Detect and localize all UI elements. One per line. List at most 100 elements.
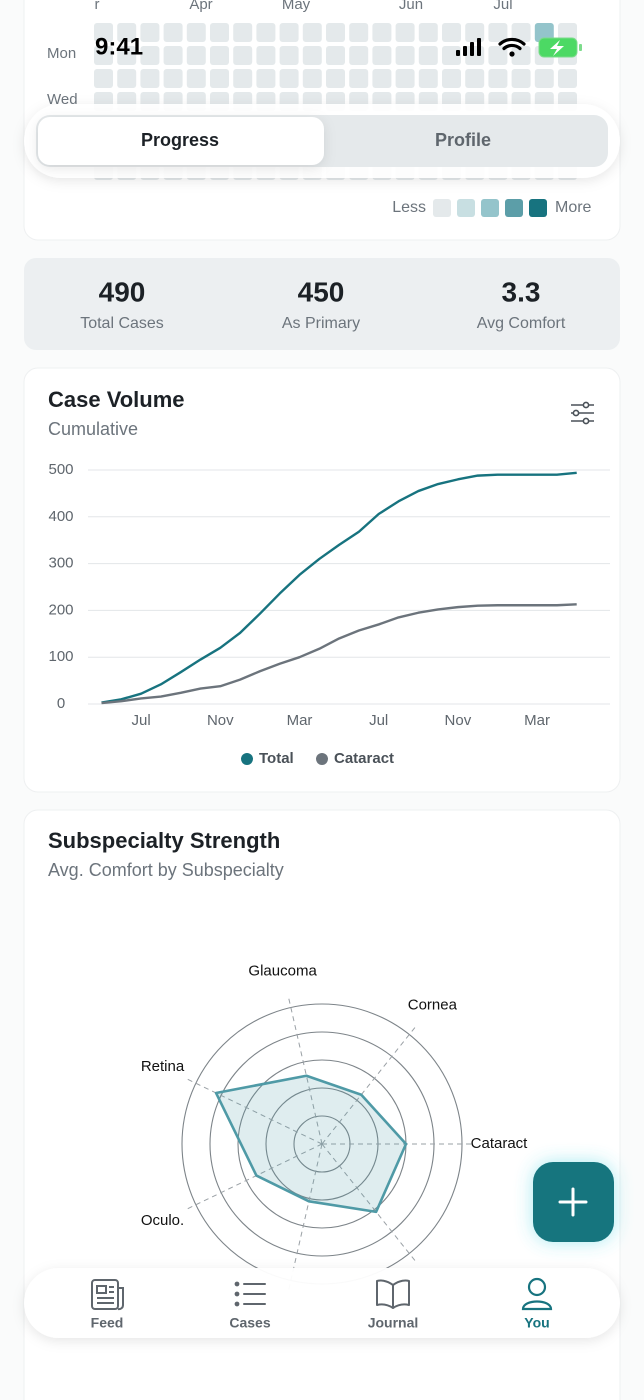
stat-label: Avg Comfort (477, 315, 566, 332)
stat-value: 490 (99, 276, 146, 307)
month-label: r (95, 0, 100, 13)
heatmap-cell (140, 23, 160, 42)
y-tick-label: 400 (48, 508, 73, 525)
heatmap-cell (488, 23, 508, 42)
legend-swatch (433, 199, 451, 217)
x-tick-label: Nov (445, 712, 472, 729)
month-label: Jun (399, 0, 423, 13)
heatmap-cell (94, 23, 113, 42)
legend-more: More (555, 199, 592, 216)
chart-subtitle: Cumulative (48, 419, 138, 439)
heatmap-cell (488, 69, 508, 88)
day-label: Wed (47, 91, 78, 108)
heatmap-cell (210, 69, 229, 88)
heatmap-cell (94, 69, 113, 88)
y-tick-label: 100 (48, 648, 73, 665)
y-tick-label: 0 (57, 695, 65, 712)
x-tick-label: Mar (287, 712, 313, 729)
tabs: Progress Profile (24, 104, 620, 178)
tab-label[interactable]: Profile (435, 130, 491, 150)
plus-icon (558, 1187, 588, 1217)
radar-label: Retina (141, 1058, 185, 1075)
heatmap-cell (488, 46, 508, 65)
heatmap-cell (233, 69, 253, 88)
fab[interactable] (533, 1162, 614, 1242)
series-line (101, 603, 577, 705)
heatmap-cell (210, 46, 229, 65)
heatmap-cell (233, 23, 253, 42)
heatmap-cell (210, 23, 229, 42)
clock: 9:41 (95, 33, 143, 60)
heatmap-cell (418, 69, 438, 88)
heatmap-cell (465, 69, 485, 88)
status-bar: 9:41 (95, 33, 582, 60)
legend-swatch (505, 199, 523, 217)
legend-marker (316, 753, 328, 765)
radar-label: Glaucoma (248, 962, 317, 979)
radar-axis (287, 1143, 323, 1293)
nav-label[interactable]: You (524, 1315, 549, 1331)
y-tick-label: 300 (48, 555, 73, 572)
case-volume-card (23, 367, 621, 793)
heatmap-cell (233, 46, 253, 65)
heatmap-cell (511, 23, 531, 42)
x-tick-label: Jul (132, 712, 151, 729)
y-tick-label: 500 (48, 461, 73, 478)
heatmap-cell (163, 69, 183, 88)
tab-label[interactable]: Progress (141, 130, 219, 150)
stat-label: As Primary (282, 315, 360, 332)
stat-value: 450 (298, 276, 345, 307)
radar-axis (184, 1077, 323, 1145)
x-tick-label: Mar (524, 712, 550, 729)
x-tick-label: Jul (369, 712, 388, 729)
heatmap-cell (558, 23, 577, 42)
heatmap-cell (140, 46, 160, 65)
heatmap-cell (442, 23, 461, 42)
heatmap-cell (372, 46, 392, 65)
stat-value: 3.3 (502, 276, 541, 307)
heatmap-cell (186, 69, 206, 88)
stat-label: Total Cases (80, 315, 164, 332)
nav-label[interactable]: Cases (229, 1315, 270, 1331)
heatmap-cell (302, 23, 322, 42)
legend-label: Total (259, 750, 294, 767)
heatmap-cell (163, 23, 183, 42)
radar-label: Cataract (471, 1135, 529, 1152)
nav-label[interactable]: Journal (368, 1315, 419, 1331)
filter-icon (572, 409, 580, 417)
wifi (509, 51, 515, 57)
cases-icon (234, 1281, 266, 1307)
radar-area (214, 1074, 408, 1214)
heatmap-cell (302, 46, 322, 65)
radar-label: Oculo. (141, 1212, 184, 1229)
heatmap-cell (279, 23, 299, 42)
content: 490 Total Cases 450 As Primary 3.3 Avg Comfor… (48, 276, 610, 1293)
series-line (101, 471, 577, 704)
legend-marker (241, 753, 253, 765)
nav-label[interactable]: Feed (91, 1315, 124, 1331)
y-tick-label: 200 (48, 601, 73, 618)
month-label: May (282, 0, 311, 13)
heatmap-cell (94, 46, 113, 65)
heatmap-cell (186, 46, 206, 65)
heatmap-cell (279, 69, 299, 88)
stats-card (24, 258, 620, 350)
heatmap-cell (117, 23, 137, 42)
day-label: Mon (47, 45, 76, 62)
radar-axis (184, 1143, 323, 1211)
heatmap-cell (326, 23, 345, 42)
heatmap-cell (511, 46, 531, 65)
signal (463, 46, 467, 56)
heatmap-cell (395, 23, 415, 42)
heatmap-cell (256, 69, 276, 88)
battery (579, 44, 582, 51)
wifi (498, 37, 526, 51)
heatmap-cell (279, 46, 299, 65)
heatmap-cell (465, 23, 485, 42)
chart-title: Subspecialty Strength (48, 828, 280, 853)
nav-bar: Feed Cases Journal You (24, 1268, 620, 1338)
bolt (550, 40, 564, 56)
heatmap-cell (256, 23, 276, 42)
heatmap-cell (349, 69, 369, 88)
